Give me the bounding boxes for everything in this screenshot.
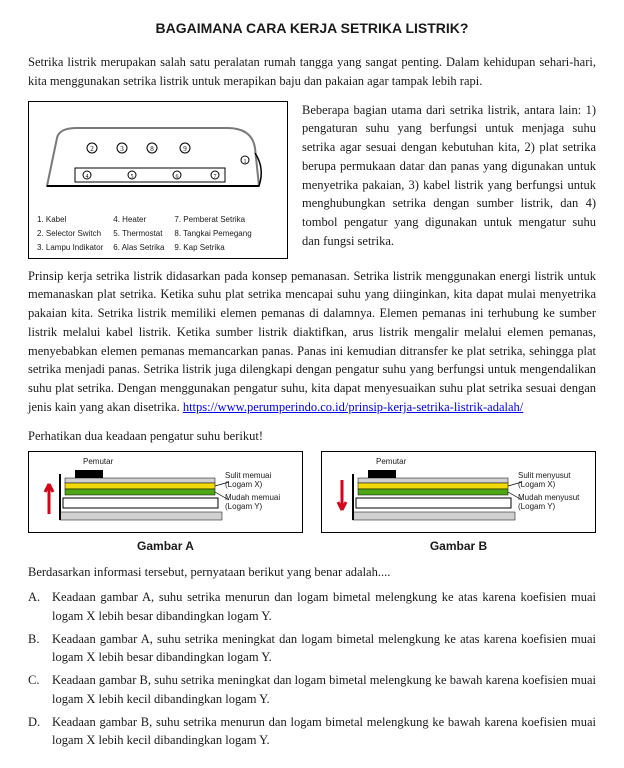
svg-text:8: 8 [150, 145, 154, 153]
iron-diagram-box: 2 3 8 9 4 5 6 7 1 1. Kabel 2. Selector S… [28, 101, 288, 259]
svg-text:3: 3 [120, 145, 124, 153]
figure-a-caption: Gambar A [28, 537, 303, 555]
legend-item: 9. Kap Setrika [174, 242, 251, 254]
diagram-row: 2 3 8 9 4 5 6 7 1 1. Kabel 2. Selector S… [28, 101, 596, 259]
option-text: Keadaan gambar B, suhu setrika meningkat… [52, 671, 596, 709]
svg-text:9: 9 [183, 145, 187, 153]
legend-item: 4. Heater [113, 214, 164, 226]
main-paragraph: Prinsip kerja setrika listrik didasarkan… [28, 267, 596, 417]
diagram-legend: 1. Kabel 2. Selector Switch 3. Lampu Ind… [37, 214, 279, 254]
option-text: Keadaan gambar A, suhu setrika menurun d… [52, 588, 596, 626]
option-letter: C. [28, 671, 46, 709]
figure-a: Pemutar Sulit memuai (Logam X) Mudah mem… [28, 451, 303, 555]
legend-item: 2. Selector Switch [37, 228, 103, 240]
svg-text:5: 5 [131, 174, 134, 180]
intro-paragraph: Setrika listrik merupakan salah satu per… [28, 53, 596, 91]
question-stem: Berdasarkan informasi tersebut, pernyata… [28, 563, 596, 582]
figure-b-caption: Gambar B [321, 537, 596, 555]
legend-item: 7. Pemberat Setrika [174, 214, 251, 226]
annot-text: Sulit menyusut [518, 471, 570, 480]
annot-text: Sulit memuai [225, 471, 271, 480]
iron-cross-section-diagram: 2 3 8 9 4 5 6 7 1 [37, 108, 277, 208]
page-title: BAGAIMANA CARA KERJA SETRIKA LISTRIK? [28, 18, 596, 39]
option-text: Keadaan gambar A, suhu setrika meningkat… [52, 630, 596, 668]
side-paragraph: Beberapa bagian utama dari setrika listr… [302, 101, 596, 259]
figure-row: Pemutar Sulit memuai (Logam X) Mudah mem… [28, 451, 596, 555]
svg-text:4: 4 [86, 174, 89, 180]
option-letter: B. [28, 630, 46, 668]
pemutar-label: Pemutar [376, 456, 406, 468]
legend-item: 3. Lampu Indikator [37, 242, 103, 254]
annot-text: Mudah memuai [225, 493, 280, 502]
option-b[interactable]: B. Keadaan gambar A, suhu setrika mening… [28, 630, 596, 668]
annot-sub: (Logam Y) [518, 502, 555, 511]
option-d[interactable]: D. Keadaan gambar B, suhu setrika menuru… [28, 713, 596, 751]
annot-sub: (Logam Y) [225, 502, 262, 511]
bimetal-diagram-b [328, 456, 588, 528]
svg-text:7: 7 [214, 174, 217, 180]
svg-text:1: 1 [244, 159, 247, 165]
annot-sub: (Logam X) [518, 480, 555, 489]
option-c[interactable]: C. Keadaan gambar B, suhu setrika mening… [28, 671, 596, 709]
bimetal-diagram-a [35, 456, 295, 528]
svg-text:2: 2 [90, 145, 94, 153]
figure-b: Pemutar Sulit menyusut (Logam X) Mudah m… [321, 451, 596, 555]
annot-text: Mudah menyusut [518, 493, 579, 502]
figure-prompt: Perhatikan dua keadaan pengatur suhu ber… [28, 427, 596, 446]
svg-text:6: 6 [176, 174, 179, 180]
annot-sub: (Logam X) [225, 480, 262, 489]
option-letter: A. [28, 588, 46, 626]
source-link[interactable]: https://www.perumperindo.co.id/prinsip-k… [183, 400, 523, 414]
legend-item: 5. Thermostat [113, 228, 164, 240]
legend-item: 6. Alas Setrika [113, 242, 164, 254]
option-letter: D. [28, 713, 46, 751]
option-text: Keadaan gambar B, suhu setrika menurun d… [52, 713, 596, 751]
answer-options: A. Keadaan gambar A, suhu setrika menuru… [28, 588, 596, 750]
pemutar-label: Pemutar [83, 456, 113, 468]
option-a[interactable]: A. Keadaan gambar A, suhu setrika menuru… [28, 588, 596, 626]
legend-item: 1. Kabel [37, 214, 103, 226]
legend-item: 8. Tangkai Pemegang [174, 228, 251, 240]
